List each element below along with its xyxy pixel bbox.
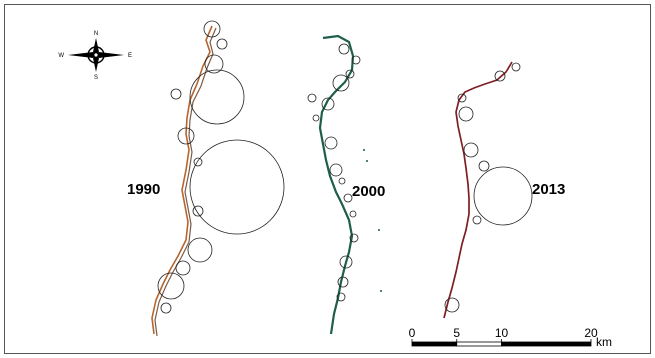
pit-circle xyxy=(337,276,349,288)
scattered-point xyxy=(380,290,382,292)
year-label-2000: 2000 xyxy=(352,183,385,200)
river-course-2000 xyxy=(318,34,355,335)
pit-circle xyxy=(336,292,346,302)
panel-2000: 2000 xyxy=(307,34,385,335)
gravel-pit-circles-2000 xyxy=(307,43,361,302)
north-arrow: N S E W xyxy=(58,31,132,81)
pit-circle xyxy=(170,88,182,100)
pit-circle xyxy=(204,54,224,74)
panel-1990: 1990 xyxy=(127,20,285,337)
river-course-1990-outer xyxy=(151,25,213,335)
pit-circle xyxy=(177,127,195,145)
compass-point-south xyxy=(93,55,99,72)
pit-circle xyxy=(175,260,191,276)
pit-circle xyxy=(457,93,467,103)
compass-point-east xyxy=(96,52,124,58)
compass-point-west xyxy=(68,52,96,58)
pit-circle xyxy=(307,93,317,103)
year-label-1990: 1990 xyxy=(127,181,160,198)
map-frame xyxy=(4,4,651,354)
pit-circle xyxy=(463,142,479,158)
pit-circle xyxy=(444,297,460,313)
pit-circle xyxy=(193,157,203,167)
pit-circle xyxy=(494,70,506,82)
panel-2013: 2013 xyxy=(443,61,565,319)
scale-bar-segment xyxy=(411,341,458,347)
year-label-2013: 2013 xyxy=(532,181,565,198)
pit-circle xyxy=(157,272,185,300)
scale-bar-tick-label: 5 xyxy=(453,326,460,340)
compass-label-s: S xyxy=(94,75,98,81)
scale-bar: 0 5 10 20 km xyxy=(409,326,612,349)
scale-bar-tick-label: 20 xyxy=(584,326,598,340)
pit-circle xyxy=(189,139,285,235)
pit-circle xyxy=(332,74,350,92)
scale-unit-label: km xyxy=(596,335,612,349)
pit-circle xyxy=(203,20,221,38)
pit-circle xyxy=(478,160,490,172)
compass-point-north xyxy=(93,38,99,55)
pit-circle xyxy=(324,136,338,150)
pit-circle xyxy=(312,114,320,122)
scattered-point xyxy=(366,160,368,162)
pit-circle xyxy=(192,205,204,217)
pit-circle xyxy=(338,43,350,55)
river-course-1990-inner xyxy=(154,27,217,337)
pit-circle xyxy=(345,69,355,79)
scale-bar-segments xyxy=(411,341,592,347)
compass-label-e: E xyxy=(128,53,132,59)
river-course-2013 xyxy=(443,61,513,319)
pit-circle xyxy=(160,302,172,314)
scale-bar-tick-label: 10 xyxy=(495,326,509,340)
pit-circle xyxy=(343,193,353,203)
pit-circle xyxy=(187,237,213,263)
scattered-point xyxy=(363,149,365,151)
pit-circle xyxy=(473,166,533,226)
scale-bar-ticks: 0 5 10 20 xyxy=(409,326,598,342)
gravel-pit-circles-1990 xyxy=(157,20,285,314)
pit-circle xyxy=(338,177,346,185)
scale-bar-segment xyxy=(456,341,502,347)
pit-circle xyxy=(329,163,343,177)
pit-circle xyxy=(349,210,357,218)
pit-circle xyxy=(458,106,474,122)
pit-circle xyxy=(216,38,228,50)
gravel-pit-circles-2013 xyxy=(444,62,533,313)
pit-circle xyxy=(189,69,245,125)
pit-circle xyxy=(321,97,335,111)
scale-bar-tick-label: 0 xyxy=(409,326,416,340)
compass-center xyxy=(93,52,99,58)
compass-label-n: N xyxy=(94,31,98,37)
scattered-point xyxy=(378,229,380,231)
pit-circle xyxy=(472,215,482,225)
pit-circle xyxy=(511,62,521,72)
scattered-points-2000 xyxy=(363,149,382,292)
pit-circle xyxy=(349,233,359,243)
pit-circle xyxy=(339,255,353,269)
scale-bar-segment xyxy=(501,341,592,347)
compass-label-w: W xyxy=(58,53,64,59)
pit-circle xyxy=(351,55,361,65)
